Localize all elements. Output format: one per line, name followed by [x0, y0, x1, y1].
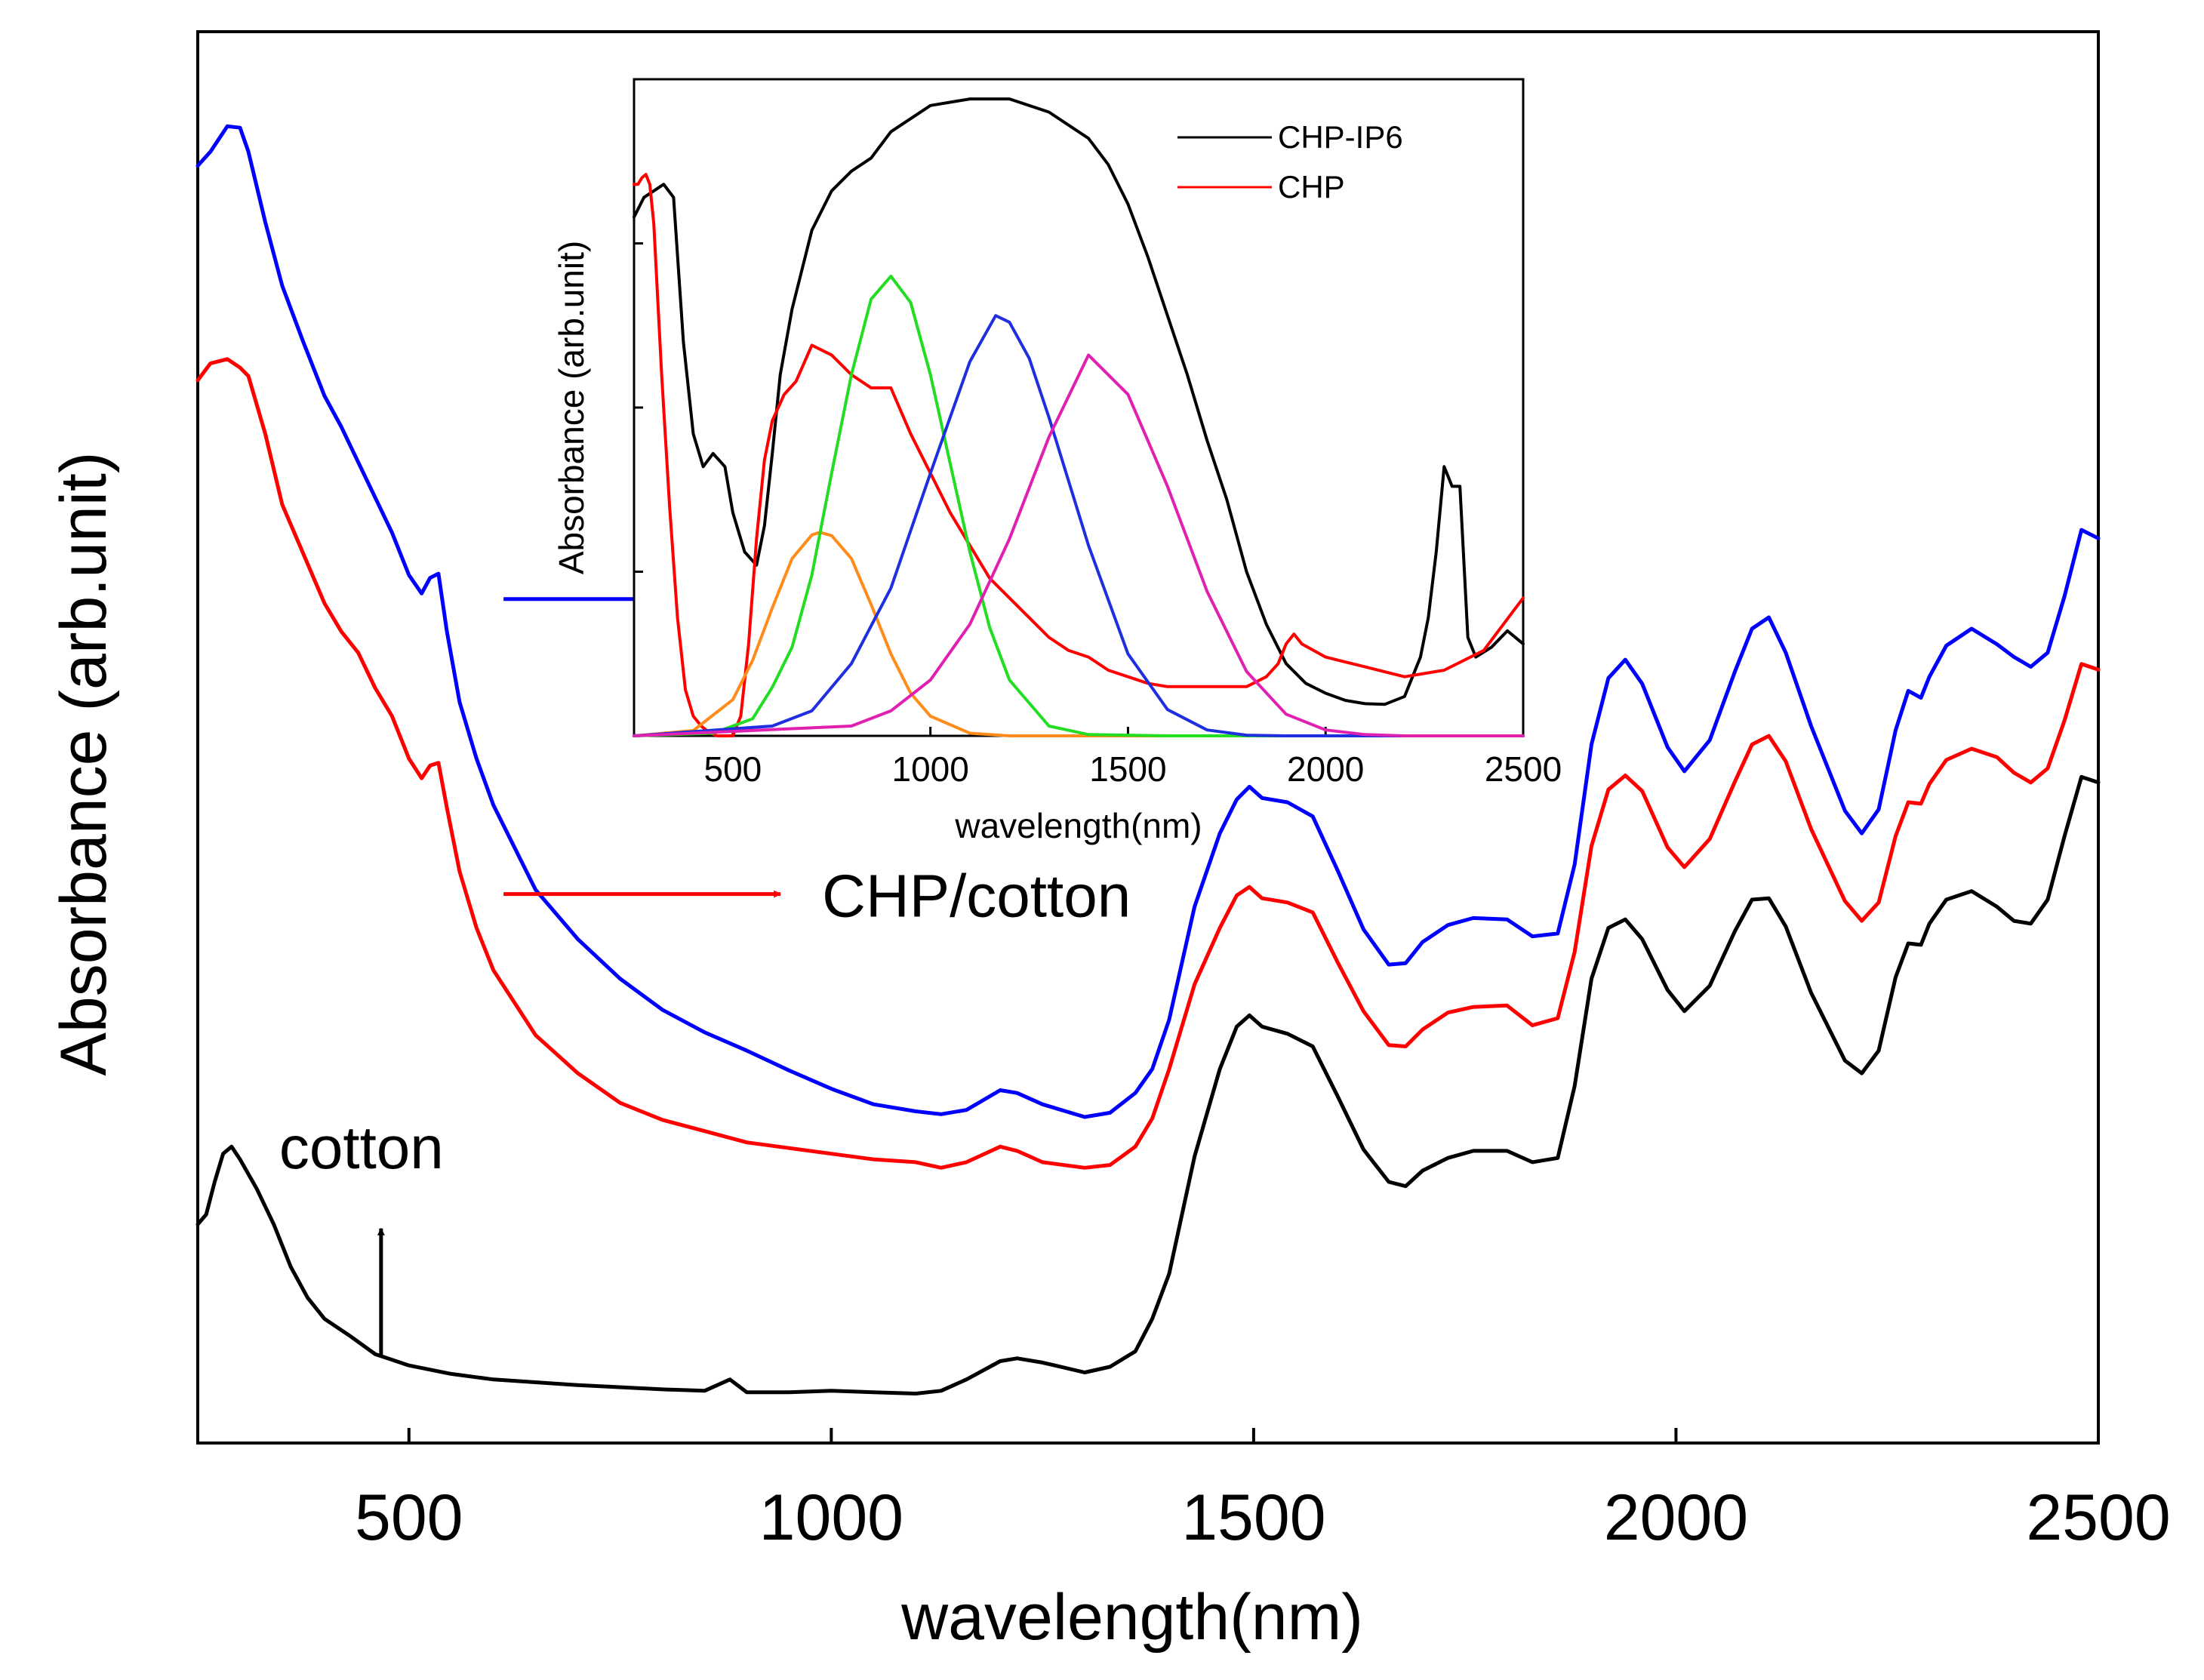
main-series-chp-ip6-cotton [195, 124, 2101, 1119]
main-x-tick-label-2000: 2000 [1604, 1482, 1748, 1554]
main-series-cotton [195, 774, 2101, 1395]
main-series-chp-cotton [195, 357, 2101, 1170]
legend-label-chp-ip6: CHP-IP6 [1278, 119, 1403, 155]
inset-series-chp-ip6 [633, 97, 1525, 706]
inset-x-tick-label-1000: 1000 [891, 749, 968, 789]
main-y-axis-label: Absorbance (arb.unit) [48, 452, 120, 1076]
inset-series-group [633, 97, 1525, 737]
main-x-tick-label-2500: 2500 [2026, 1482, 2170, 1554]
inset-plot-frame [633, 78, 1525, 737]
inset-series-gaussian-1165-nm [633, 314, 1525, 737]
main-x-ticks: 500 1000 1500 2000 2500 [355, 1428, 2171, 1554]
inset-x-tick-label-500: 500 [704, 749, 762, 789]
inset-x-ticks: 500 1000 1500 2000 2500 [634, 242, 1562, 789]
inset-plot: 500 1000 1500 2000 2500 CHP-IP6 CHP waveleng… [552, 78, 1562, 845]
main-x-axis-label: wavelength(nm) [900, 1581, 1363, 1654]
main-plot-frame [196, 30, 2100, 1445]
inset-series-gaussian-900-nm [633, 275, 1525, 737]
annotation-label-cotton: cotton [279, 1114, 444, 1181]
inset-series-chp [633, 173, 1525, 737]
main-series-group [195, 124, 2101, 1395]
inset-legend: CHP-IP6 CHP [1177, 119, 1403, 205]
inset-x-tick-label-2500: 2500 [1485, 749, 1562, 789]
inset-x-tick-label-1500: 1500 [1089, 749, 1166, 789]
inset-y-axis-label: Absorbance (arb.unit) [552, 241, 591, 574]
legend-label-chp: CHP [1278, 169, 1345, 205]
inset-series-gaussian-720-nm [633, 531, 1525, 737]
main-x-tick-label-1500: 1500 [1181, 1482, 1325, 1554]
annotation-label-chp-cotton: CHP/cotton [822, 863, 1131, 930]
main-x-tick-label-500: 500 [355, 1482, 463, 1554]
inset-series-gaussian-1400-nm [633, 353, 1525, 737]
main-x-tick-label-1000: 1000 [759, 1482, 903, 1554]
inset-x-tick-label-2000: 2000 [1287, 749, 1364, 789]
inset-x-axis-label: wavelength(nm) [954, 806, 1202, 845]
